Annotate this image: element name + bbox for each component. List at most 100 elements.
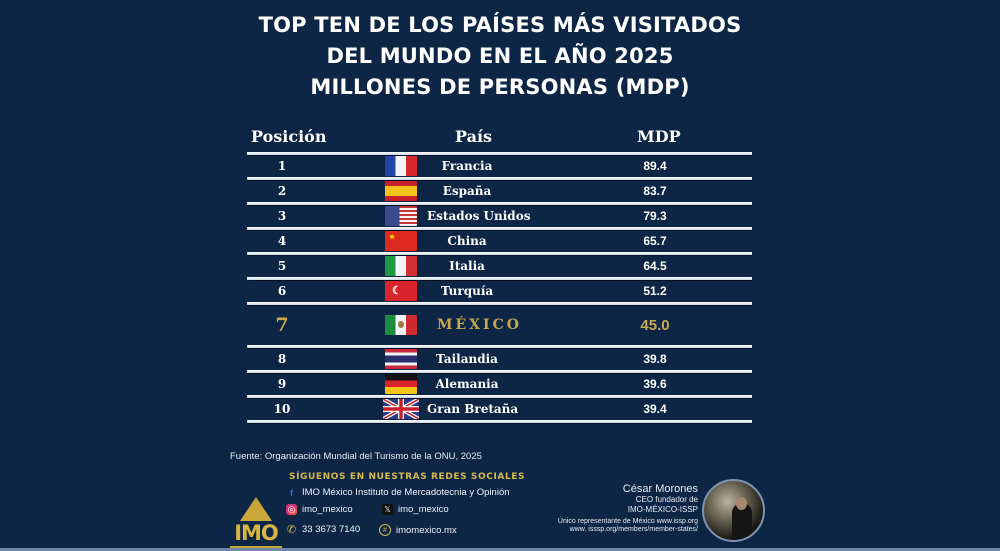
- row-country: España: [442, 184, 492, 198]
- row-country: MÉXICO: [437, 317, 522, 333]
- table-row: 4 ★ China 65.7: [247, 230, 752, 252]
- ceo-info: César Morones CEO fundador de IMO-MÉXICO…: [558, 483, 698, 534]
- turkey-flag-icon: ☾: [385, 281, 417, 301]
- website-label: imomexico.mx: [396, 524, 457, 536]
- table-row: 8 Tailandia 39.8: [247, 348, 752, 370]
- table-row: 6 ☾ Turquía 51.2: [247, 280, 752, 302]
- divider: [247, 420, 752, 423]
- ranking-table: Posición País MDP 1 Francia 89.4 2 Españ…: [247, 122, 752, 423]
- row-country: Turquía: [440, 284, 494, 298]
- divider: [247, 370, 752, 373]
- row-value: 89.4: [643, 159, 667, 173]
- spain-flag-icon: [385, 181, 417, 201]
- italy-flag-icon: [385, 256, 417, 276]
- table-header: Posición País MDP: [247, 122, 752, 152]
- facebook-link[interactable]: f IMO México Instituto de Mercadotecnia …: [286, 487, 510, 498]
- ceo-name: César Morones: [622, 483, 698, 495]
- table-row: 10 Gran Bretaña 39.4: [247, 398, 752, 420]
- row-position: 10: [273, 402, 291, 416]
- divider: [247, 227, 752, 230]
- row-value: 39.6: [643, 377, 667, 391]
- divider: [247, 177, 752, 180]
- facebook-label: IMO México Instituto de Mercadotecnia y …: [302, 487, 510, 498]
- row-country: Alemania: [435, 377, 499, 391]
- logo-underline: [230, 546, 282, 549]
- row-value: 45.0: [640, 317, 670, 334]
- row-value: 79.3: [643, 209, 667, 223]
- instagram-label: imo_mexico: [302, 504, 353, 515]
- page-title: TOP TEN DE LOS PAÍSES MÁS VISITADOS DEL …: [0, 10, 1000, 103]
- facebook-icon: f: [290, 487, 293, 498]
- table-row: 3 Estados Unidos 79.3: [247, 205, 752, 227]
- row-country: Francia: [441, 159, 493, 173]
- row-country: Gran Bretaña: [427, 402, 519, 416]
- mexico-flag-icon: [385, 315, 417, 335]
- header-value: MDP: [637, 127, 681, 146]
- x-icon: 𝕏: [382, 504, 393, 515]
- row-position: 2: [277, 184, 287, 198]
- logo-text: IMO: [234, 521, 279, 545]
- follow-heading: SÍGUENOS EN NUESTRAS REDES SOCIALES: [289, 472, 526, 482]
- ceo-avatar: [702, 479, 765, 542]
- x-link[interactable]: 𝕏 imo_mexico: [382, 504, 449, 515]
- ceo-role-line-1: CEO fundador de: [635, 495, 698, 504]
- table-row: 2 España 83.7: [247, 180, 752, 202]
- uk-flag-icon: [383, 399, 419, 419]
- header-position: Posición: [251, 127, 327, 146]
- row-value: 39.8: [643, 352, 667, 366]
- row-position: 8: [277, 352, 287, 366]
- row-value: 51.2: [643, 284, 667, 298]
- phone-label: 33 3673 7140: [302, 524, 361, 535]
- table-row: 1 Francia 89.4: [247, 155, 752, 177]
- divider: [247, 345, 752, 348]
- row-value: 65.7: [643, 234, 667, 248]
- globe-icon: #: [379, 524, 391, 536]
- row-value: 64.5: [643, 259, 667, 273]
- x-label: imo_mexico: [398, 504, 449, 515]
- table-row: 5 Italia 64.5: [247, 255, 752, 277]
- row-position: 9: [277, 377, 287, 391]
- ceo-note-line-2: www. isssp.org/members/member-states/: [569, 526, 698, 533]
- thailand-flag-icon: [385, 349, 417, 369]
- imo-logo: IMO: [228, 497, 284, 549]
- avatar-head: [736, 497, 747, 510]
- usa-flag-icon: [385, 206, 417, 226]
- instagram-link[interactable]: ◎ imo_mexico: [286, 504, 353, 515]
- avatar-body: [732, 503, 752, 540]
- row-value: 83.7: [643, 184, 667, 198]
- title-line-2: DEL MUNDO EN EL AÑO 2025: [326, 44, 674, 68]
- row-position: 4: [277, 234, 287, 248]
- logo-triangle-icon: [240, 497, 272, 521]
- divider: [247, 302, 752, 305]
- phone-link[interactable]: ✆ 33 3673 7140: [286, 524, 361, 536]
- phone-icon: ✆: [286, 524, 297, 536]
- row-country: China: [447, 234, 487, 248]
- table-row-highlighted: 7 MÉXICO 45.0: [247, 305, 752, 345]
- website-link[interactable]: # imomexico.mx: [379, 524, 457, 536]
- row-position: 6: [277, 284, 287, 298]
- title-line-1: TOP TEN DE LOS PAÍSES MÁS VISITADOS: [258, 13, 742, 37]
- divider: [247, 252, 752, 255]
- row-country: Estados Unidos: [427, 209, 531, 223]
- row-country: Italia: [449, 259, 485, 273]
- ceo-role-line-2: IMO-MÉXICO-ISSP: [627, 505, 698, 514]
- row-position: 1: [277, 159, 287, 173]
- divider: [247, 395, 752, 398]
- table-row: 9 Alemania 39.6: [247, 373, 752, 395]
- row-country: Tailandia: [436, 352, 498, 366]
- germany-flag-icon: [385, 374, 417, 394]
- instagram-icon: ◎: [286, 504, 297, 515]
- ceo-note-line-1: Único representante de México www.issp.o…: [557, 518, 698, 525]
- row-position: 3: [277, 209, 287, 223]
- source-note: Fuente: Organización Mundial del Turismo…: [230, 451, 482, 462]
- divider: [247, 152, 752, 155]
- header-country: País: [455, 127, 493, 146]
- row-value: 39.4: [643, 402, 667, 416]
- title-line-3: MILLONES DE PERSONAS (MDP): [310, 75, 690, 99]
- divider: [247, 202, 752, 205]
- france-flag-icon: [385, 156, 417, 176]
- row-position: 5: [277, 259, 287, 273]
- bottom-border: [0, 548, 1000, 551]
- divider: [247, 277, 752, 280]
- china-flag-icon: ★: [385, 231, 417, 251]
